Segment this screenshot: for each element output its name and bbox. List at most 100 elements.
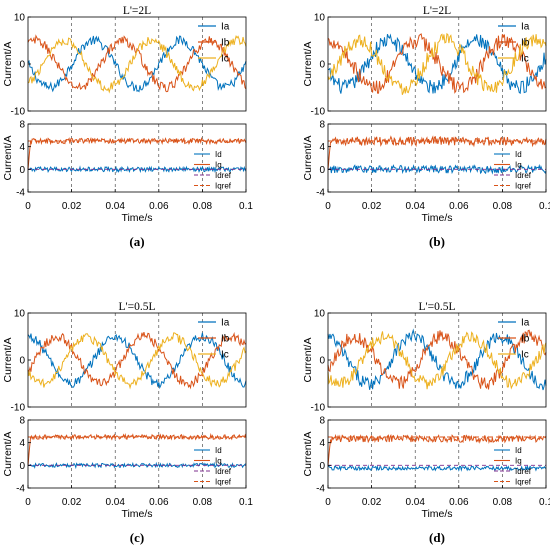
legend-label-iqref: Iqref (215, 478, 232, 487)
legend-label-ic: Ic (221, 350, 229, 361)
legend-label-id: Id (215, 446, 222, 455)
panel-label: (d) (429, 530, 445, 545)
series-line-ia (327, 328, 547, 391)
top-plot-title: L'=0.5L (419, 301, 456, 313)
bottom-plot-frame (327, 123, 547, 193)
xtick-label: 0.06 (449, 201, 469, 212)
series-line-ia (27, 35, 247, 93)
xtick-label: 0.04 (405, 201, 425, 212)
legend-label-id: Id (515, 446, 522, 455)
bottom-ytick-label: 4 (319, 142, 325, 153)
top-plot-frame (327, 312, 547, 408)
series-line-ib (327, 329, 547, 390)
series-line-id (328, 163, 547, 175)
series-line-iq (27, 136, 247, 170)
legend-label-iqref: Iqref (215, 182, 232, 191)
bottom-ytick-label: 8 (319, 120, 325, 131)
series-line-ia (327, 33, 547, 95)
legend-label-idref: Idref (215, 467, 232, 476)
top-plot-title: L'=2L (123, 5, 151, 17)
legend-label-ib: Ib (221, 38, 230, 49)
bottom-ytick-label: 8 (319, 416, 325, 427)
series-line-ia (27, 332, 247, 390)
legend-label-iqref: Iqref (515, 182, 532, 191)
xtick-label: 0.02 (362, 497, 382, 508)
series-line-id (327, 464, 547, 472)
xtick-label: 0.08 (493, 201, 513, 212)
xlabel: Time/s (121, 508, 152, 520)
xtick-label: 0.1 (539, 497, 550, 508)
bottom-plot-frame (327, 419, 547, 489)
legend-label-iq: Iq (215, 161, 222, 170)
legend-label-ia: Ia (521, 318, 530, 329)
bottom-ytick-label: 0 (319, 461, 325, 472)
bottom-ytick-label: 8 (19, 120, 25, 131)
legend-label-iq: Iq (515, 457, 522, 466)
bottom-ylabel: Current/A (302, 432, 314, 477)
xtick-label: 0.08 (493, 497, 513, 508)
bottom-ytick-label: 4 (319, 438, 325, 449)
legend-label-iqref: Iqref (515, 478, 532, 487)
xlabel: Time/s (121, 212, 152, 224)
legend-label-ia: Ia (521, 22, 530, 33)
top-ylabel: Current/A (302, 338, 314, 383)
legend-label-ib: Ib (521, 334, 530, 345)
top-ylabel: Current/A (302, 42, 314, 87)
xtick-label: 0 (325, 497, 331, 508)
bottom-ytick-label: -4 (316, 484, 325, 495)
legend-label-idref: Idref (515, 171, 532, 180)
xlabel: Time/s (421, 212, 452, 224)
top-ytick-label: -10 (311, 403, 326, 414)
xtick-label: 0.02 (62, 497, 82, 508)
top-plot-title: L'=0.5L (119, 301, 156, 313)
series-line-ib (327, 33, 547, 94)
series-line-ic (27, 35, 247, 94)
top-ytick-label: -10 (311, 107, 326, 118)
top-ytick-label: 0 (319, 60, 325, 71)
top-ylabel: Current/A (2, 338, 14, 383)
series-line-iq (27, 432, 247, 466)
panel-label: (c) (130, 530, 144, 545)
bottom-ytick-label: -4 (316, 188, 325, 199)
series-line-ib (27, 331, 247, 390)
bottom-ytick-label: 4 (19, 438, 25, 449)
top-ytick-label: 0 (19, 60, 25, 71)
series-line-ib (27, 34, 247, 93)
legend-label-ia: Ia (221, 318, 230, 329)
xtick-label: 0.02 (62, 201, 82, 212)
legend-label-id: Id (215, 150, 222, 159)
legend-label-id: Id (515, 150, 522, 159)
series-line-ic (327, 32, 547, 95)
bottom-ytick-label: 0 (19, 461, 25, 472)
series-line-iq (327, 135, 547, 170)
panel-label: (a) (129, 234, 144, 249)
series-line-ic (27, 332, 247, 390)
xtick-label: 0.08 (193, 497, 213, 508)
xtick-label: 0 (325, 201, 331, 212)
xtick-label: 0.02 (362, 201, 382, 212)
legend-label-ic: Ic (521, 54, 529, 65)
xtick-label: 0.06 (449, 497, 469, 508)
legend-label-iq: Iq (215, 457, 222, 466)
xtick-label: 0.06 (149, 201, 169, 212)
legend-label-ic: Ic (521, 350, 529, 361)
bottom-ylabel: Current/A (2, 136, 14, 181)
xtick-label: 0 (25, 497, 31, 508)
xtick-label: 0.06 (149, 497, 169, 508)
bottom-ylabel: Current/A (2, 432, 14, 477)
xtick-label: 0.04 (105, 497, 125, 508)
legend-label-iq: Iq (515, 161, 522, 170)
xtick-label: 0.1 (239, 201, 253, 212)
top-plot-title: L'=2L (423, 5, 451, 17)
top-ytick-label: -10 (11, 107, 26, 118)
top-ytick-label: 10 (314, 309, 326, 320)
xtick-label: 0.1 (539, 201, 550, 212)
top-ytick-label: -10 (11, 403, 26, 414)
top-ytick-label: 0 (19, 356, 25, 367)
xtick-label: 0.1 (239, 497, 253, 508)
bottom-ytick-label: 4 (19, 142, 25, 153)
bottom-ytick-label: 0 (319, 165, 325, 176)
